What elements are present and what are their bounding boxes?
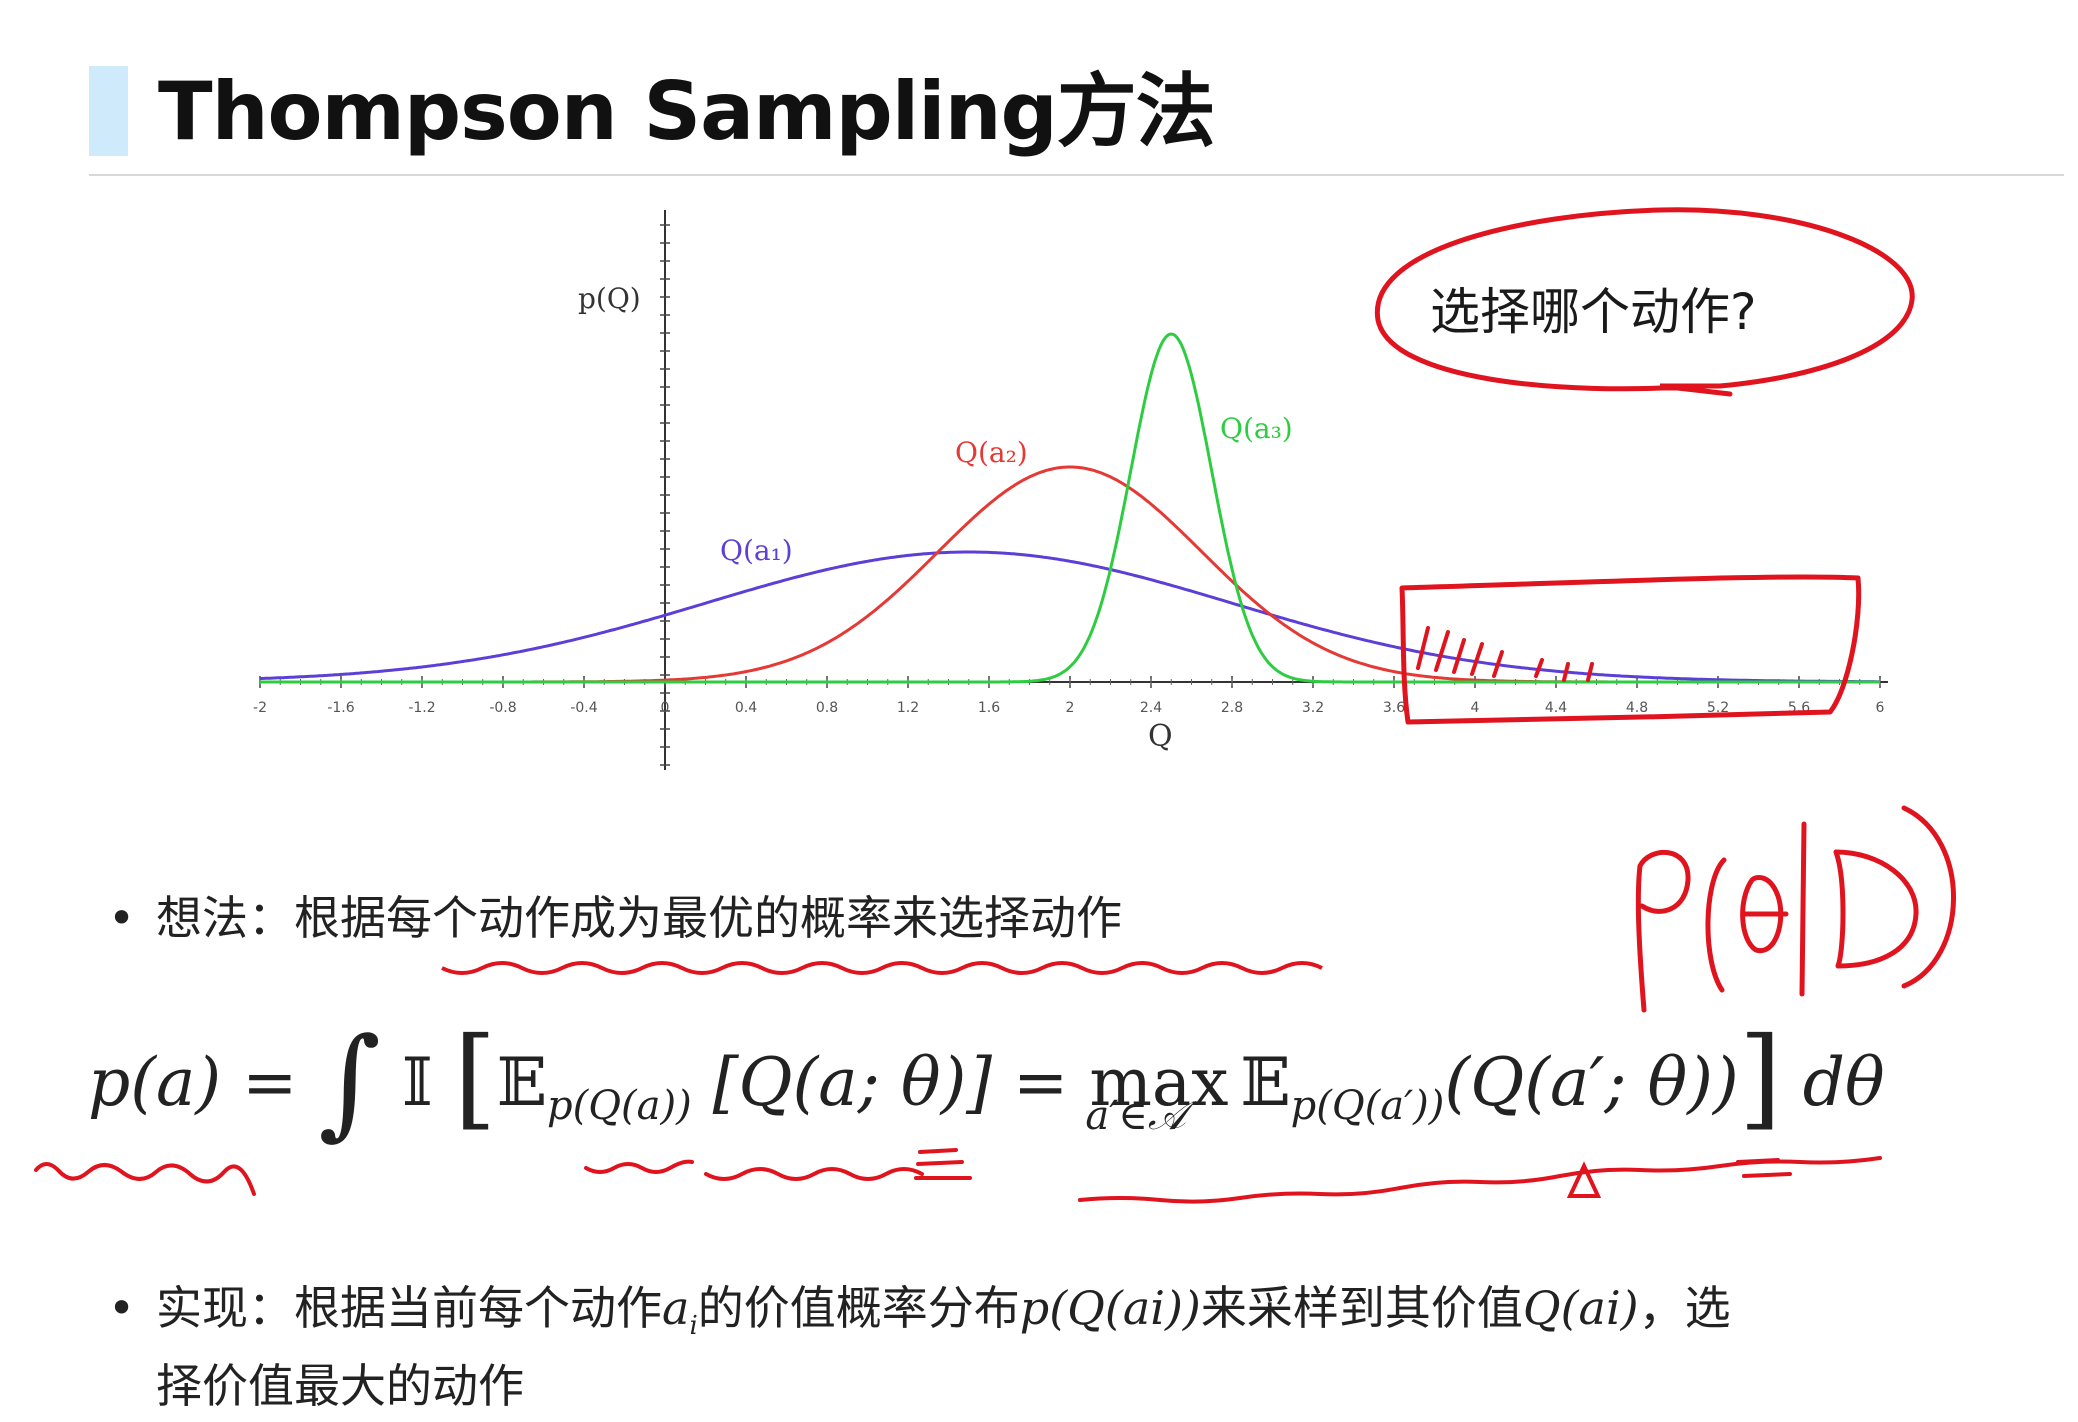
title-accent-bar	[89, 66, 128, 156]
bullet-dot: •	[108, 891, 136, 945]
x-tick-label: -0.8	[489, 700, 516, 716]
bubble-ellipse	[1374, 207, 1915, 397]
x-tick-label: 4	[1471, 700, 1480, 716]
series-label-3: Q(a₃)	[1220, 412, 1293, 445]
x-tick-label: -0.4	[570, 700, 597, 716]
series-label-1: Q(a₁)	[720, 534, 793, 567]
max-underline	[1078, 1156, 1882, 1204]
x-tick-label: 0.8	[816, 700, 838, 716]
formula-expectation-sub: p(Q(a))	[547, 1083, 692, 1129]
distribution-chart: -2 -1.6 -1.2 -0.8 -0.4 0 0.4 0.8 1.2 1.6 2 2.4 2.8 3.…	[253, 210, 1888, 770]
x-tick-label: -1.2	[408, 700, 435, 716]
x-axis-label: Q	[1148, 719, 1173, 754]
slide-title: Thompson Sampling方法	[158, 65, 1216, 158]
x-tick-label: 4.8	[1626, 700, 1648, 716]
series-line-1	[260, 550, 1880, 684]
bullet-implement: • 实现：根据当前每个动作ai的价值概率分布p(Q(ai))来采样到其价值Q(a…	[108, 1278, 2068, 1413]
bullet-idea: • 想法：根据每个动作成为最优的概率来选择动作	[108, 888, 2008, 948]
tail-hatch-marks	[1416, 626, 1594, 682]
x-tick-label: -1.6	[327, 700, 354, 716]
bubble-question: 选择哪个动作?	[1430, 283, 1757, 341]
formula-max-sub: a′∈𝒜	[1085, 1093, 1186, 1139]
formula-expectation2: 𝔼	[1240, 1044, 1291, 1121]
x-tick-label: 2.4	[1140, 700, 1162, 716]
bullet-idea-text: 想法：根据每个动作成为最优的概率来选择动作	[156, 891, 1122, 945]
x-tick-label: 5.2	[1707, 700, 1729, 716]
formula-eq2: =	[1013, 1044, 1069, 1121]
pq-underline	[584, 1159, 694, 1174]
formula-max: max a′∈𝒜	[1085, 1044, 1229, 1139]
thompson-formula: p(a) = ∫ 𝕀 [𝔼p(Q(a)) [Q(a; θ)] = max a′∈𝒜…	[88, 1018, 1988, 1148]
theta-equals-mark	[914, 1148, 972, 1180]
delta-mark	[1566, 1161, 1602, 1198]
tail-highlight-box	[1399, 574, 1862, 725]
x-tick-label: 2.8	[1221, 700, 1243, 716]
formula-inner2: (Q(a′; θ))	[1444, 1044, 1739, 1121]
formula-lhs: p(a)	[88, 1044, 222, 1121]
bullet-implement-text: 实现：根据当前每个动作ai的价值概率分布p(Q(ai))来采样到其价值Q(ai)…	[156, 1281, 1731, 1414]
x-tick-label: 1.2	[897, 700, 919, 716]
formula-expectation2-sub: p(Q(a′))	[1290, 1083, 1445, 1129]
formula-expectation: 𝔼	[496, 1044, 547, 1121]
chart-curves	[260, 332, 1880, 684]
idea-underline	[441, 961, 1323, 975]
series-labels: Q(a₁) Q(a₂) Q(a₃)	[720, 412, 1293, 567]
x-tick-label: -2	[253, 700, 267, 716]
x-tick-label: 6	[1876, 700, 1885, 716]
inner-underline	[704, 1167, 924, 1181]
title-divider	[89, 174, 2064, 176]
formula-right-bracket: ]	[1738, 1013, 1782, 1141]
x-tick-label: 4.4	[1545, 700, 1567, 716]
formula-dtheta: dθ	[1802, 1044, 1885, 1121]
x-tick-label: 3.6	[1383, 700, 1405, 716]
y-axis-label: p(Q)	[578, 282, 641, 315]
formula-inner: [Q(a; θ)]	[712, 1044, 993, 1121]
series-line-3	[260, 332, 1880, 684]
x-tick-label: 0	[661, 700, 670, 716]
series-label-2: Q(a₂)	[955, 436, 1028, 469]
bullet-dot: •	[108, 1281, 136, 1335]
formula-eq: =	[242, 1044, 298, 1121]
theta2-mark	[1736, 1158, 1792, 1178]
formula-left-bracket: [	[453, 1013, 497, 1141]
formula-indicator: 𝕀	[401, 1044, 433, 1121]
handwritten-p-theta-given-d	[1635, 805, 1956, 1013]
x-tick-label: 1.6	[978, 700, 1000, 716]
lhs-underline	[34, 1162, 256, 1196]
x-tick-label: 3.2	[1302, 700, 1324, 716]
x-tick-label: 0.4	[735, 700, 757, 716]
x-tick-label: 2	[1066, 700, 1075, 716]
formula-integral: ∫	[318, 1013, 381, 1152]
